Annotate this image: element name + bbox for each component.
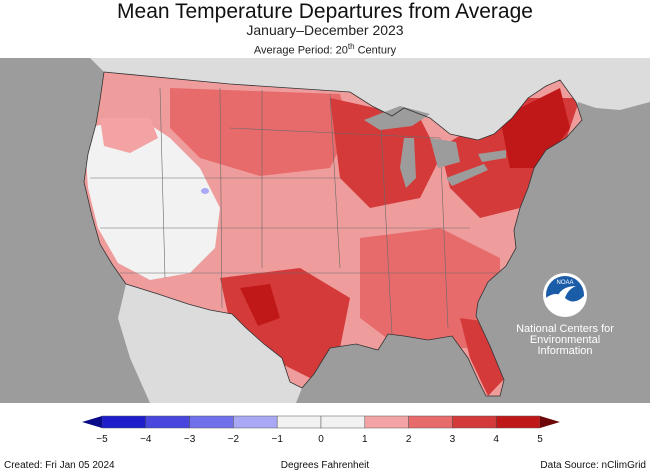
warm-southeast	[360, 228, 500, 348]
legend-bin	[276, 415, 322, 429]
lake-ontario	[478, 150, 506, 162]
color-scale-legend	[82, 415, 560, 429]
ncei-line-2: Environmental	[529, 334, 601, 346]
average-period-superscript: th	[347, 42, 355, 51]
legend-tick-label: −4	[140, 434, 152, 445]
map-title: Mean Temperature Departures from Average	[117, 0, 533, 23]
average-period-prefix: Average Period: 20	[253, 44, 348, 57]
legend-bin	[408, 415, 453, 429]
legend-tick-label: 0	[318, 434, 324, 445]
ncei-label: National Centers for Environmental Infor…	[505, 324, 625, 357]
legend-tick-label: 5	[537, 434, 543, 445]
ncei-line-3: Information	[537, 345, 593, 357]
legend-bin	[145, 415, 190, 429]
mexico-landmass	[118, 284, 302, 403]
lake-huron	[430, 138, 460, 168]
temperature-departure-map	[80, 58, 650, 403]
near-normal-west	[84, 118, 220, 280]
legend-bin	[189, 415, 234, 429]
noaa-logo-text: NOAA	[556, 280, 573, 286]
lake-erie	[446, 164, 488, 186]
legend-tick-label: 2	[405, 434, 412, 445]
average-period-label: Average Period: 20th Century	[0, 40, 650, 58]
map-subtitle: January–December 2023	[246, 22, 404, 38]
legend-tick-label: 1	[362, 434, 368, 445]
canada-maritimes	[560, 72, 650, 110]
warm-northern-plains	[170, 88, 350, 176]
legend-bin	[452, 415, 497, 429]
data-source: Data Source: nClimGrid	[540, 460, 646, 471]
legend-tick-label: −2	[227, 434, 240, 445]
legend-high-arrow	[540, 416, 560, 428]
legend-low-arrow	[82, 416, 102, 428]
legend-tick-label: 4	[493, 434, 499, 445]
created-date: Created: Fri Jan 05 2024	[4, 460, 115, 471]
canada-landmass	[80, 58, 650, 168]
legend-tick-label: −1	[271, 434, 283, 445]
near-normal-pacific-nw	[100, 118, 158, 153]
average-period-suffix: Century	[354, 44, 397, 57]
noaa-logo-icon: NOAA	[543, 273, 587, 317]
us-outline	[83, 71, 583, 397]
cool-spot-colorado	[201, 188, 209, 194]
very-warm-texas	[240, 284, 280, 326]
lake-michigan	[400, 138, 416, 188]
legend-bin	[233, 415, 278, 429]
legend-unit-label: Degrees Fahrenheit	[280, 460, 370, 471]
state-borders	[90, 87, 500, 335]
legend-bin	[101, 415, 147, 429]
legend-bin	[495, 415, 541, 429]
legend-tick-label: 3	[449, 434, 456, 445]
ncei-line-1: National Centers for	[516, 323, 614, 335]
map-panel	[0, 58, 650, 403]
legend-bin	[364, 415, 409, 429]
legend-tick-label: −3	[183, 434, 196, 445]
legend-bin	[320, 415, 366, 429]
legend-tick-label: −5	[96, 434, 108, 445]
legend-bins	[101, 415, 541, 429]
